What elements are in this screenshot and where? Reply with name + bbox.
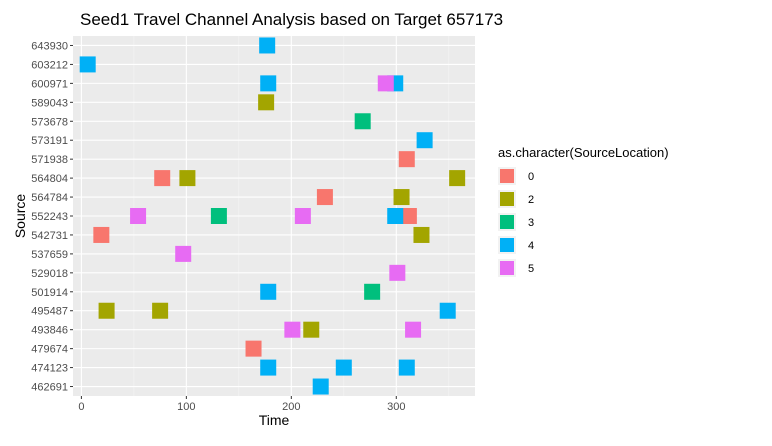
data-point-series-4 [416, 132, 433, 149]
data-point-series-0 [400, 208, 417, 224]
y-tick-label: 603212 [31, 59, 68, 71]
data-point-series-4 [79, 56, 96, 73]
data-point-series-4 [387, 208, 404, 224]
data-point-series-2 [413, 226, 430, 243]
legend-key-0 [500, 169, 514, 183]
data-point-series-4 [335, 359, 352, 376]
y-tick-label: 564784 [31, 192, 68, 204]
legend-key-5 [500, 261, 514, 275]
data-point-series-2 [303, 321, 320, 338]
y-tick-label: 529018 [31, 268, 68, 280]
legend-label-2: 2 [528, 194, 534, 206]
y-tick-label: 573678 [31, 116, 68, 128]
data-point-series-5 [405, 321, 422, 338]
y-tick-label: 479674 [31, 344, 68, 356]
y-tick-label: 589043 [31, 97, 68, 109]
data-point-series-4 [398, 359, 415, 376]
x-axis-label: Time [259, 412, 290, 428]
data-point-series-0 [316, 189, 333, 206]
y-tick-label: 552243 [31, 211, 68, 223]
y-tick-label: 501914 [31, 287, 68, 299]
y-tick-label: 643930 [31, 40, 68, 52]
legend-key-2 [500, 192, 514, 206]
data-point-series-2 [179, 170, 196, 187]
data-point-series-3 [210, 208, 227, 224]
legend-key-4 [500, 238, 514, 252]
data-point-series-5 [389, 264, 406, 281]
legend-label-5: 5 [528, 263, 534, 275]
legend-title: as.character(SourceLocation) [498, 145, 669, 160]
data-point-series-0 [245, 340, 262, 357]
legend-label-0: 0 [528, 171, 534, 183]
y-tick-label: 564804 [31, 173, 68, 185]
data-point-series-5 [130, 208, 147, 224]
data-point-series-4 [260, 283, 277, 300]
data-point-series-4 [259, 37, 276, 54]
data-point-series-4 [312, 378, 329, 395]
data-point-series-5 [284, 321, 301, 338]
legend: 0 2 3 4 5 [498, 167, 534, 277]
data-point-series-5 [294, 208, 311, 224]
y-tick-label: 495487 [31, 306, 68, 318]
data-point-series-4 [260, 75, 277, 92]
y-tick-label: 542731 [31, 230, 68, 242]
data-point-series-4 [260, 359, 277, 376]
chart-title: Seed1 Travel Channel Analysis based on T… [80, 10, 503, 29]
data-point-series-3 [364, 283, 381, 300]
y-tick-label: 573191 [31, 135, 68, 147]
legend-label-3: 3 [528, 217, 534, 229]
x-tick-label: 300 [387, 401, 405, 413]
data-point-series-4 [439, 302, 456, 319]
legend-label-4: 4 [528, 240, 534, 252]
data-point-series-0 [93, 226, 110, 243]
data-point-series-5 [175, 245, 192, 262]
y-axis-label: Source [12, 194, 28, 239]
y-tick-label: 537659 [31, 249, 68, 261]
data-point-series-5 [377, 75, 394, 92]
y-tick-label: 462691 [31, 382, 68, 394]
y-tick-label: 571938 [31, 154, 68, 166]
data-point-series-0 [398, 151, 415, 168]
x-tick-label: 100 [177, 401, 195, 413]
data-point-series-2 [393, 189, 410, 206]
y-tick-label: 600971 [31, 78, 68, 90]
data-point-series-2 [152, 302, 169, 319]
x-tick-label: 200 [282, 401, 300, 413]
y-tick-label: 474123 [31, 363, 68, 375]
y-tick-label: 493846 [31, 325, 68, 337]
x-tick-label: 0 [78, 401, 84, 413]
data-point-series-3 [354, 113, 371, 130]
data-point-series-2 [449, 170, 466, 187]
legend-key-3 [500, 215, 514, 229]
data-point-series-2 [258, 94, 275, 111]
data-point-series-0 [154, 170, 171, 187]
data-point-series-2 [98, 302, 115, 319]
